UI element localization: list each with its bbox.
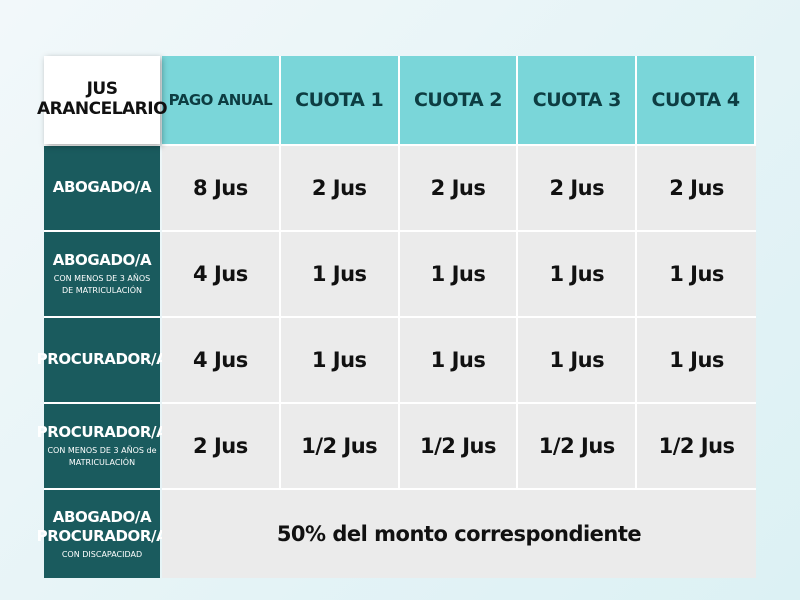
table-cell: 2 Jus — [280, 144, 400, 230]
corner-title-line-2: ARANCELARIO — [36, 99, 168, 119]
table-cell: 2 Jus — [637, 144, 756, 230]
row-header-subtitle-line-2: DE MATRICULACIÓN — [62, 285, 142, 295]
table-cell: 8 Jus — [162, 144, 281, 230]
jus-fee-table: JUS ARANCELARIO PAGO ANUAL CUOTA 1 CUOTA… — [37, 56, 756, 578]
table-corner-header: JUS ARANCELARIO — [37, 56, 168, 144]
corner-title: JUS ARANCELARIO — [36, 79, 168, 119]
row-header-subtitle-line-1: CON MENOS DE 3 AÑOS — [53, 273, 151, 283]
table-cell: 1 Jus — [280, 316, 400, 402]
table-cell: 2 Jus — [518, 144, 638, 230]
merged-discount-cell: 50% del monto correspondiente — [162, 488, 756, 578]
row-header-subtitle: CON MENOS DE 3 AÑOS de MATRICULACIÓN — [47, 445, 156, 469]
table-cell: 1 Jus — [637, 316, 756, 402]
row-header-disability: ABOGADO/A PROCURADOR/A CON DISCAPACIDAD — [37, 488, 168, 578]
table-cell: 1/2 Jus — [399, 402, 519, 488]
table-cell: 1 Jus — [518, 316, 638, 402]
row-header-title: ABOGADO/A PROCURADOR/A — [37, 508, 168, 547]
column-header-annual: PAGO ANUAL — [162, 56, 281, 144]
table-cell: 1 Jus — [518, 230, 638, 316]
table-cell: 4 Jus — [162, 316, 281, 402]
table-cell: 1 Jus — [637, 230, 756, 316]
row-header-procurador: PROCURADOR/A — [37, 316, 168, 402]
table-cell: 1/2 Jus — [280, 402, 400, 488]
table-cell: 1 Jus — [399, 316, 519, 402]
row-header-title: PROCURADOR/A — [36, 423, 168, 442]
table-cell: 1/2 Jus — [518, 402, 638, 488]
column-header-cuota-3: CUOTA 3 — [518, 56, 638, 144]
table-cell: 1/2 Jus — [637, 402, 756, 488]
table-cell: 2 Jus — [399, 144, 519, 230]
row-header-title-line-1: ABOGADO/A — [52, 507, 152, 526]
row-header-title: ABOGADO/A — [52, 178, 152, 197]
row-header-subtitle: CON DISCAPACIDAD — [61, 549, 143, 559]
table-cell: 1 Jus — [399, 230, 519, 316]
row-header-procurador-new: PROCURADOR/A CON MENOS DE 3 AÑOS de MATR… — [37, 402, 168, 488]
row-header-abogado: ABOGADO/A — [44, 144, 160, 230]
column-header-cuota-1: CUOTA 1 — [280, 56, 400, 144]
table-cell: 2 Jus — [162, 402, 281, 488]
row-header-title-line-2: PROCURADOR/A — [36, 527, 168, 545]
corner-title-line-1: JUS — [86, 79, 118, 100]
row-header-subtitle-line-1: CON MENOS DE 3 AÑOS de — [47, 445, 157, 455]
column-header-cuota-4: CUOTA 4 — [637, 56, 756, 144]
row-header-subtitle: CON MENOS DE 3 AÑOS DE MATRICULACIÓN — [54, 273, 151, 297]
row-header-abogado-new: ABOGADO/A CON MENOS DE 3 AÑOS DE MATRICU… — [44, 230, 160, 316]
table-cell: 1 Jus — [280, 230, 400, 316]
table-cell: 4 Jus — [162, 230, 281, 316]
column-header-cuota-2: CUOTA 2 — [399, 56, 519, 144]
row-header-title: ABOGADO/A — [52, 251, 152, 270]
row-header-title: PROCURADOR/A — [36, 350, 168, 369]
row-header-subtitle-line-2: MATRICULACIÓN — [68, 457, 136, 467]
